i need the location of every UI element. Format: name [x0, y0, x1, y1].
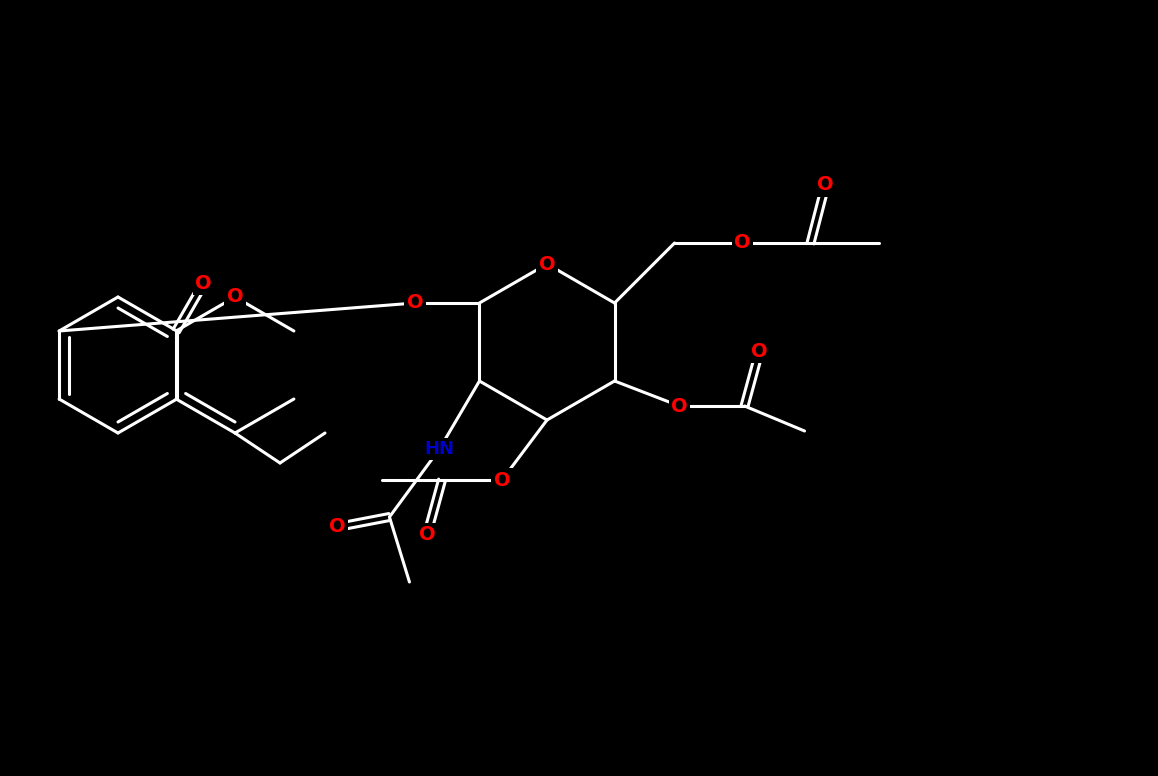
Text: O: O	[227, 287, 243, 307]
Text: O: O	[329, 518, 346, 536]
Text: O: O	[196, 274, 212, 293]
Text: O: O	[752, 341, 768, 361]
Text: O: O	[538, 255, 556, 273]
Text: O: O	[419, 525, 435, 545]
Text: HN: HN	[425, 440, 454, 458]
Text: O: O	[406, 293, 424, 313]
Text: O: O	[672, 397, 688, 415]
Text: O: O	[734, 234, 750, 252]
Text: O: O	[493, 470, 511, 490]
Text: O: O	[818, 175, 834, 195]
